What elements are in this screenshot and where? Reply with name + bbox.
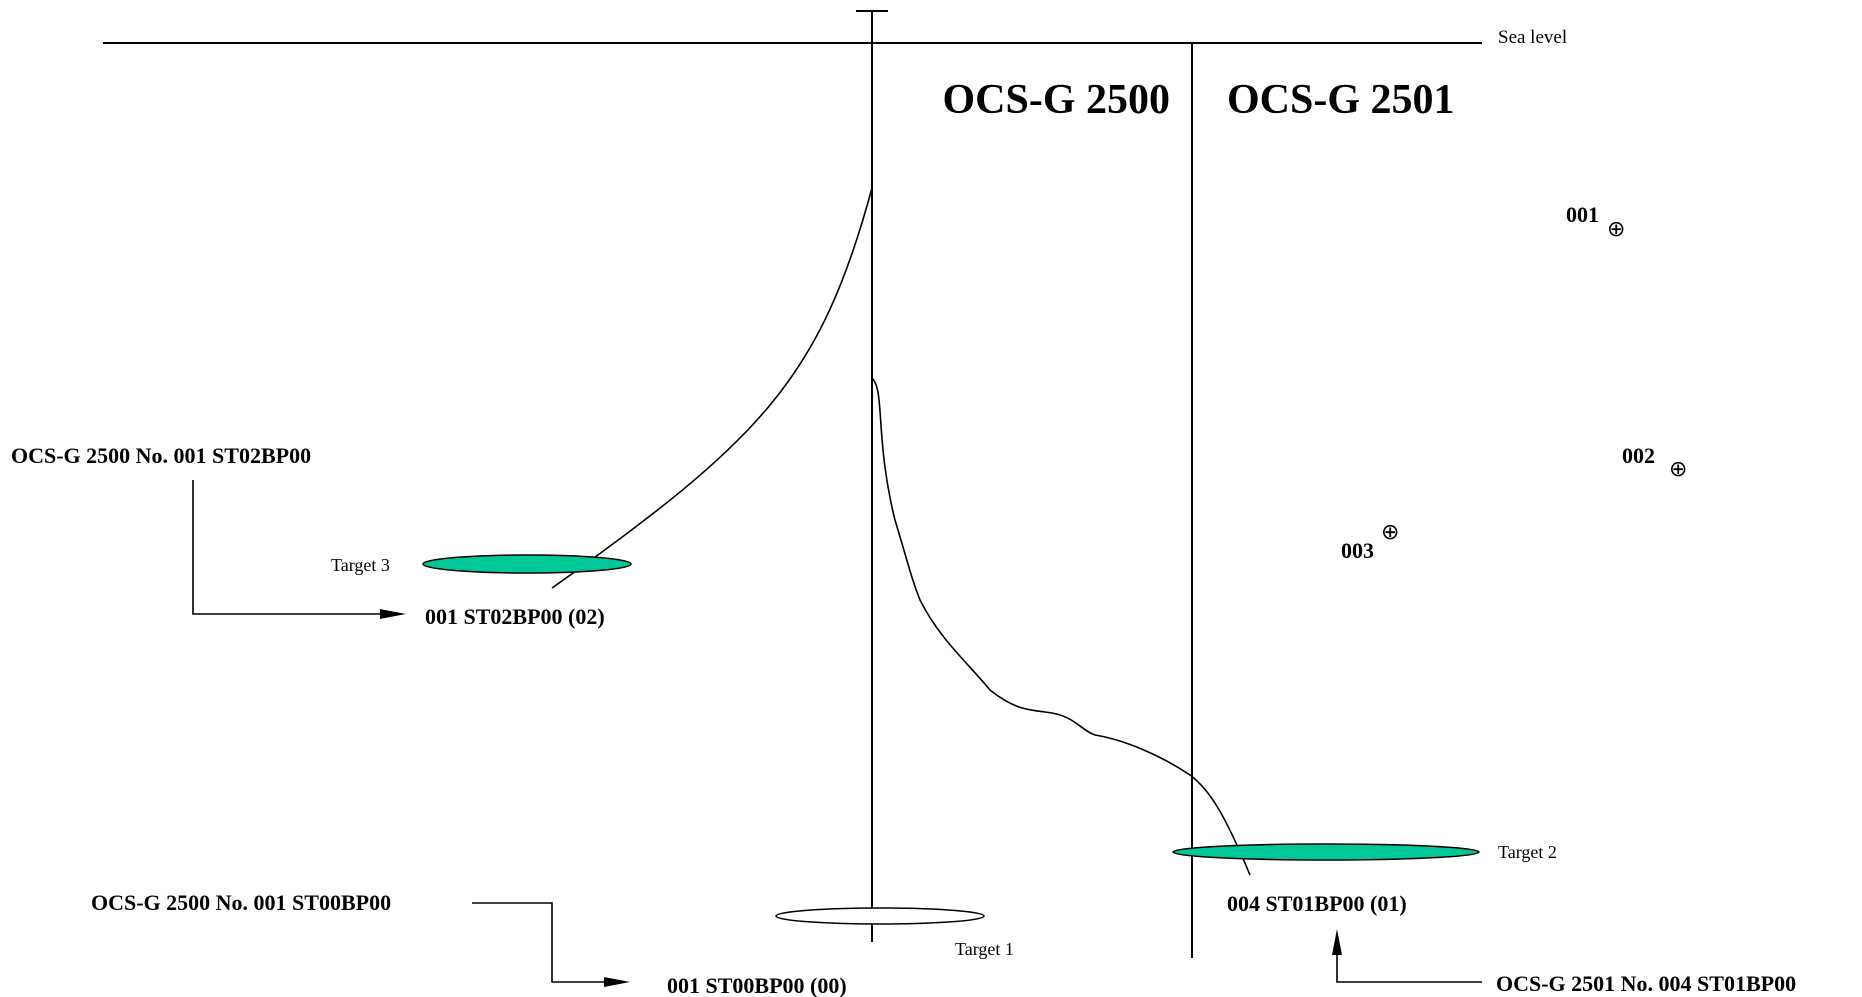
target-1-label: Target 1 — [955, 939, 1014, 959]
well-001-label: 001 — [1566, 202, 1599, 227]
sidetrack-02-path — [551, 187, 873, 589]
callout-st01-short: 004 ST01BP00 (01) — [1227, 891, 1407, 916]
block-title-left: OCS-G 2500 — [942, 77, 1170, 123]
block-title-right: OCS-G 2501 — [1227, 77, 1455, 123]
callout-st02-arrow — [380, 609, 406, 619]
callout-st02-connector — [192, 480, 390, 615]
sidetrack-01-path — [871, 377, 1251, 876]
sea-level-label: Sea level — [1498, 27, 1567, 48]
callout-st00-arrow — [604, 977, 630, 987]
callout-st02-short: 001 ST02BP00 (02) — [425, 604, 605, 629]
target-1-ellipse — [775, 907, 985, 925]
callout-st02-full: OCS-G 2500 No. 001 ST02BP00 — [11, 443, 311, 468]
callout-st01-arrow — [1332, 929, 1342, 955]
callout-st00-short: 001 ST00BP00 (00) — [667, 973, 847, 997]
well-002-marker-icon: ⊕ — [1669, 457, 1687, 482]
well-001-marker-icon: ⊕ — [1607, 217, 1625, 242]
callout-st00-full: OCS-G 2500 No. 001 ST00BP00 — [91, 890, 391, 915]
callout-st01-full: OCS-G 2501 No. 004 ST01BP00 — [1496, 971, 1796, 996]
well-003-marker-icon: ⊕ — [1381, 520, 1399, 545]
callout-st00-connector — [472, 902, 612, 983]
target-3-label: Target 3 — [331, 555, 390, 575]
callout-st01-connector — [1336, 945, 1482, 983]
well-002-label: 002 — [1622, 443, 1655, 468]
well-003-label: 003 — [1341, 538, 1374, 563]
target-3-ellipse — [422, 554, 632, 574]
target-2-ellipse — [1172, 843, 1480, 861]
target-2-label: Target 2 — [1498, 842, 1557, 862]
